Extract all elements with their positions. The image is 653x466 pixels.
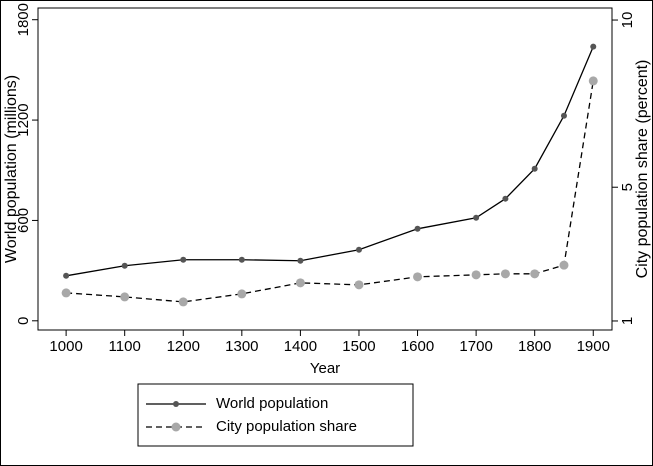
data-point	[531, 165, 538, 172]
data-point	[502, 195, 509, 202]
data-point	[590, 43, 597, 50]
y2-tick-label: 5	[619, 183, 636, 191]
data-point	[180, 256, 187, 263]
data-point	[178, 297, 188, 307]
x-tick-label: 1000	[49, 338, 82, 355]
data-point	[560, 112, 567, 119]
x-tick-label: 1900	[577, 338, 610, 355]
legend-marker	[173, 401, 179, 407]
x-tick-label: 1500	[342, 338, 375, 355]
y-axis-label: World population (millions)	[3, 75, 20, 263]
data-point	[63, 272, 70, 279]
data-point	[471, 270, 481, 280]
data-point	[120, 292, 130, 302]
y2-tick-label: 10	[619, 12, 636, 29]
x-tick-label: 1700	[459, 338, 492, 355]
data-point	[121, 262, 128, 269]
y2-axis-label: City population share (percent)	[634, 60, 651, 279]
legend-label: World population	[216, 395, 328, 412]
plot-area	[37, 7, 613, 331]
x-tick-label: 1100	[109, 338, 141, 355]
y-tick-label: 0	[15, 317, 32, 325]
data-point	[559, 260, 569, 270]
x-tick-label: 1300	[225, 338, 258, 355]
x-axis-label: Year	[310, 360, 340, 377]
data-point	[473, 214, 480, 221]
data-point	[500, 269, 510, 279]
x-tick-label: 1600	[401, 338, 434, 355]
data-point	[414, 225, 421, 232]
y-tick-label: 1800	[15, 3, 32, 36]
data-point	[238, 256, 245, 263]
data-point	[530, 269, 540, 279]
data-point	[354, 280, 364, 290]
data-point	[295, 278, 305, 288]
data-point	[413, 272, 423, 282]
y-tick-label: 1200	[15, 103, 32, 136]
x-tick-label: 1800	[518, 338, 551, 355]
y2-tick-label: 1	[619, 317, 636, 325]
data-point	[237, 289, 247, 299]
legend-marker	[171, 422, 181, 432]
series-line	[66, 80, 594, 303]
data-point	[588, 76, 598, 86]
y-tick-label: 600	[15, 208, 32, 233]
series-line	[66, 46, 594, 277]
data-point	[355, 246, 362, 253]
data-point	[297, 257, 304, 264]
x-tick-label: 1400	[284, 338, 317, 355]
data-point	[61, 288, 71, 298]
legend	[137, 383, 414, 447]
x-tick-label: 1200	[167, 338, 200, 355]
legend-label: City population share	[216, 418, 357, 435]
